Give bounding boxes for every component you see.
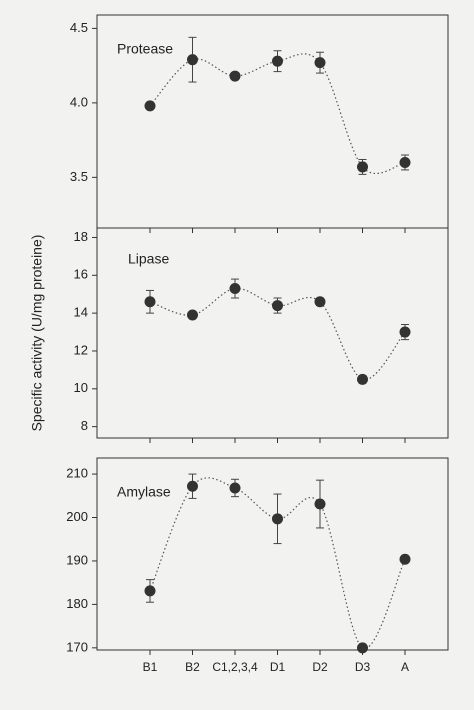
data-point <box>272 513 283 525</box>
x-tick-label: D2 <box>312 660 328 674</box>
x-tick-label: C1,2,3,4 <box>212 660 258 674</box>
data-point <box>399 156 411 168</box>
y-tick-label: 180 <box>66 596 88 611</box>
data-point <box>144 100 156 112</box>
data-point <box>144 585 156 597</box>
data-point <box>314 296 326 308</box>
y-tick-label: 14 <box>74 305 88 320</box>
y-tick-label: 4.5 <box>70 20 88 35</box>
data-point <box>187 480 198 492</box>
data-point <box>314 57 326 69</box>
x-tick-label: D3 <box>355 660 371 674</box>
y-tick-label: 12 <box>74 342 88 357</box>
data-point <box>357 161 368 173</box>
data-point <box>144 296 156 308</box>
panel-label: Amylase <box>117 484 171 500</box>
x-tick-label: D1 <box>270 660 286 674</box>
data-point <box>357 642 368 654</box>
data-point <box>187 309 198 321</box>
y-tick-label: 3.5 <box>70 169 88 184</box>
y-tick-label: 10 <box>74 380 88 395</box>
y-tick-label: 16 <box>74 267 88 282</box>
data-point <box>229 482 241 494</box>
x-tick-label: A <box>401 660 409 674</box>
x-tick-label: B2 <box>185 660 200 674</box>
data-point <box>314 498 326 510</box>
panel-frame <box>96 227 449 439</box>
data-point <box>399 553 411 565</box>
data-point <box>357 373 368 385</box>
data-point <box>229 70 241 82</box>
x-tick-label: B1 <box>143 660 158 674</box>
y-axis-label: Specific activity (U/mg proteine) <box>29 235 45 432</box>
y-tick-label: 4.0 <box>70 94 88 109</box>
data-point <box>187 54 198 66</box>
panel-label: Protease <box>117 41 173 57</box>
y-tick-label: 200 <box>66 509 88 524</box>
y-tick-label: 8 <box>81 418 88 433</box>
y-tick-label: 210 <box>66 466 88 481</box>
panel-label: Lipase <box>128 251 169 267</box>
data-point <box>229 283 241 295</box>
data-point <box>272 300 283 312</box>
y-tick-label: 190 <box>66 552 88 567</box>
panel-frame <box>96 457 449 651</box>
y-tick-label: 170 <box>66 639 88 654</box>
data-point <box>272 55 283 67</box>
data-point <box>399 326 411 338</box>
y-tick-label: 18 <box>74 229 88 244</box>
